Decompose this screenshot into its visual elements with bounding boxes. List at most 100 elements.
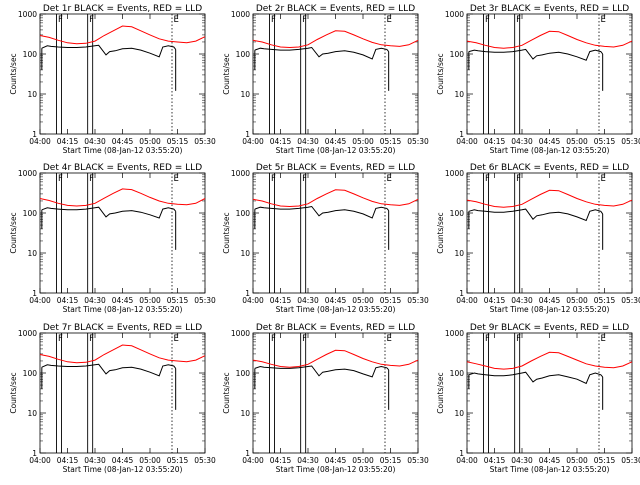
y-tick-label: 100 (23, 369, 38, 378)
marker-label: F (89, 15, 94, 25)
x-tick-label: 04:45 (112, 456, 134, 465)
chart-title: Det 9r BLACK = Events, RED = LLD (470, 323, 629, 333)
y-tick-label: 1000 (231, 169, 250, 178)
x-tick-label: 04:45 (325, 456, 347, 465)
y-tick-label: 1 (245, 449, 250, 458)
y-tick-label: 1000 (445, 169, 464, 178)
x-axis-label: Start Time (08-Jan-12 03:55:20) (63, 146, 183, 155)
red-lld-line (39, 344, 206, 364)
x-tick-label: 05:30 (194, 137, 216, 146)
marker-label: E (601, 174, 606, 184)
y-tick-label: 1000 (18, 169, 37, 178)
y-tick-label: 1000 (445, 329, 464, 338)
marker-label: F (302, 334, 307, 344)
marker-label: E (387, 15, 392, 25)
marker-label: F (58, 15, 63, 25)
marker-label: E (601, 334, 606, 344)
x-tick-label: 05:30 (621, 456, 640, 465)
x-tick-label: 04:30 (84, 456, 106, 465)
x-tick-label: 05:15 (380, 296, 402, 305)
x-tick-label: 04:00 (456, 137, 478, 146)
x-axis-label: Start Time (08-Jan-12 03:55:20) (63, 465, 183, 474)
x-tick-label: 05:00 (566, 137, 588, 146)
y-tick-label: 100 (450, 50, 465, 59)
chart-panel-2: Det 2r BLACK = Events, RED = LLD 1 10 100 10… (222, 4, 429, 155)
x-tick-label: 04:45 (539, 456, 561, 465)
chart-panel-1: Det 1r BLACK = Events, RED = LLD 1 10 100 10… (9, 4, 216, 155)
x-tick-label: 05:00 (352, 296, 374, 305)
plot-frame (252, 172, 419, 294)
marker-label: E (601, 15, 606, 25)
plot-frame (466, 13, 633, 135)
black-events-line (254, 365, 390, 378)
x-tick-label: 04:15 (270, 137, 292, 146)
marker-label: F (302, 174, 307, 184)
marker-label: F (485, 174, 490, 184)
x-tick-label: 05:30 (407, 456, 429, 465)
x-tick-label: 04:00 (29, 296, 51, 305)
x-tick-label: 04:15 (57, 456, 79, 465)
chart-panel-6: Det 6r BLACK = Events, RED = LLD 1 10 100 10… (436, 163, 640, 314)
x-tick-label: 05:15 (594, 296, 616, 305)
marker-label: F (485, 334, 490, 344)
chart-title: Det 6r BLACK = Events, RED = LLD (470, 163, 629, 173)
plot-frame (39, 172, 206, 294)
y-axis-label: Counts/sec (436, 53, 445, 94)
x-tick-label: 04:30 (511, 137, 533, 146)
red-lld-line (466, 189, 633, 208)
x-tick-label: 05:15 (594, 456, 616, 465)
marker-label: F (516, 334, 521, 344)
x-tick-label: 04:00 (242, 137, 264, 146)
chart-title: Det 1r BLACK = Events, RED = LLD (43, 4, 202, 14)
x-tick-label: 05:30 (621, 296, 640, 305)
chart-title: Det 8r BLACK = Events, RED = LLD (256, 323, 415, 333)
y-tick-label: 100 (236, 369, 251, 378)
marker-label: E (387, 174, 392, 184)
black-events-line (468, 48, 604, 61)
x-tick-label: 04:30 (84, 137, 106, 146)
marker-label: E (174, 174, 179, 184)
y-axis-label: Counts/sec (222, 53, 231, 94)
y-axis-label: Counts/sec (9, 53, 18, 94)
x-tick-label: 05:00 (352, 137, 374, 146)
y-tick-label: 10 (240, 90, 250, 99)
chart-panel-5: Det 5r BLACK = Events, RED = LLD 1 10 100 10… (222, 163, 429, 314)
x-axis-label: Start Time (08-Jan-12 03:55:20) (276, 465, 396, 474)
plot-frame (466, 172, 633, 294)
x-tick-label: 05:00 (566, 296, 588, 305)
marker-label: E (174, 15, 179, 25)
red-lld-line (39, 25, 206, 45)
y-tick-label: 1 (459, 130, 464, 139)
x-tick-label: 04:15 (484, 456, 506, 465)
red-lld-line (39, 188, 206, 207)
x-tick-label: 04:30 (511, 296, 533, 305)
x-tick-label: 04:45 (325, 296, 347, 305)
marker-label: F (271, 174, 276, 184)
chart-title: Det 7r BLACK = Events, RED = LLD (43, 323, 202, 333)
x-tick-label: 04:45 (539, 137, 561, 146)
y-tick-label: 100 (23, 50, 38, 59)
x-tick-label: 04:00 (242, 296, 264, 305)
marker-label: F (485, 15, 490, 25)
x-tick-label: 05:15 (167, 456, 189, 465)
y-tick-label: 100 (23, 209, 38, 218)
black-events-line (41, 44, 177, 58)
red-lld-line (466, 30, 633, 49)
x-tick-label: 04:15 (57, 296, 79, 305)
x-axis-label: Start Time (08-Jan-12 03:55:20) (276, 146, 396, 155)
x-axis-label: Start Time (08-Jan-12 03:55:20) (63, 305, 183, 314)
y-tick-label: 10 (27, 249, 37, 258)
y-tick-label: 10 (27, 409, 37, 418)
y-tick-label: 1000 (445, 10, 464, 19)
y-tick-label: 10 (454, 409, 464, 418)
y-tick-label: 10 (454, 249, 464, 258)
chart-title: Det 3r BLACK = Events, RED = LLD (470, 4, 629, 14)
x-axis-label: Start Time (08-Jan-12 03:55:20) (490, 465, 610, 474)
y-tick-label: 1 (32, 449, 37, 458)
chart-panel-9: Det 9r BLACK = Events, RED = LLD 1 10 100 10… (436, 323, 640, 474)
y-tick-label: 1 (32, 289, 37, 298)
x-tick-label: 05:00 (139, 296, 161, 305)
x-tick-label: 05:30 (194, 296, 216, 305)
